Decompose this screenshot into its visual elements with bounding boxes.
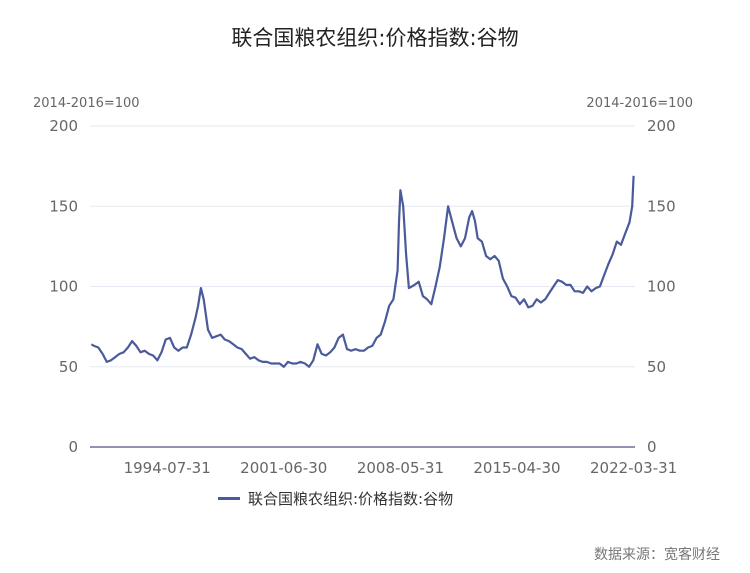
left-axis-unit: 2014-2016=100 bbox=[33, 96, 140, 111]
y-tick-left: 200 bbox=[49, 117, 78, 135]
left-y-axis-ticks: 0 50 100 150 200 bbox=[49, 117, 78, 456]
x-axis-ticks: 1994-07-31 2001-06-30 2008-05-31 2015-04-30… bbox=[124, 459, 678, 477]
y-tick-right: 0 bbox=[647, 438, 657, 456]
y-tick-left: 50 bbox=[59, 358, 78, 376]
y-tick-left: 150 bbox=[49, 197, 78, 215]
legend[interactable]: 联合国粮农组织:价格指数:谷物 bbox=[218, 488, 453, 509]
right-axis-unit: 2014-2016=100 bbox=[586, 96, 693, 111]
y-tick-right: 100 bbox=[647, 278, 676, 296]
x-tick-label: 1994-07-31 bbox=[124, 459, 211, 477]
y-tick-left: 100 bbox=[49, 278, 78, 296]
chart-title: 联合国粮农组织:价格指数:谷物 bbox=[231, 26, 519, 50]
y-tick-right: 200 bbox=[647, 117, 676, 135]
x-tick-label: 2001-06-30 bbox=[240, 459, 327, 477]
legend-label: 联合国粮农组织:价格指数:谷物 bbox=[248, 490, 454, 508]
x-tick-label: 2015-04-30 bbox=[473, 459, 560, 477]
series-line bbox=[90, 175, 635, 368]
right-y-axis-ticks: 0 50 100 150 200 bbox=[647, 117, 676, 456]
x-tick-label: 2008-05-31 bbox=[357, 459, 444, 477]
x-tick-label: 2022-03-31 bbox=[590, 459, 677, 477]
y-tick-right: 150 bbox=[647, 197, 676, 215]
source-note: 数据来源：宽客财经 bbox=[594, 547, 720, 563]
y-tick-left: 0 bbox=[68, 438, 78, 456]
legend-swatch bbox=[218, 497, 240, 500]
grid-lines bbox=[90, 125, 635, 368]
y-tick-right: 50 bbox=[647, 358, 666, 376]
